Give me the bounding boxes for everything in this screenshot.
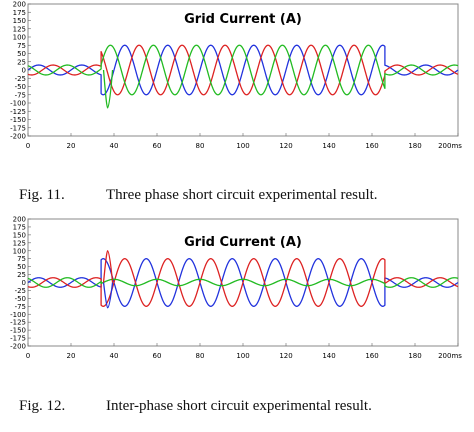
x-tick-label: 140	[322, 352, 335, 360]
y-tick-label: -25	[15, 287, 26, 295]
x-tick-label: 100	[236, 142, 249, 150]
y-tick-label: 50	[17, 263, 26, 271]
y-tick-label: -125	[10, 319, 26, 327]
caption-fig-11: Fig. 11. Three phase short circuit experi…	[4, 170, 378, 221]
transient-spike	[102, 282, 114, 309]
y-tick-label: -175	[10, 335, 26, 343]
y-tick-label: 100	[13, 247, 26, 255]
x-tick-label: 140	[322, 142, 335, 150]
y-tick-label: 75	[17, 255, 26, 263]
figure-12: Grid Current (A) 200 175 150 125 100 75 50 25 0 -2…	[0, 215, 474, 415]
chart-title: Grid Current (A)	[184, 12, 302, 27]
chart-three-phase: Grid Current (A)2001751501251007550250-2…	[10, 1, 462, 151]
x-tick-label: 40	[110, 352, 119, 360]
x-tick-label: 40	[110, 142, 119, 150]
series-line-1	[27, 258, 459, 307]
x-tick-label: 80	[196, 142, 205, 150]
y-tick-label: -25	[15, 75, 26, 83]
series-line-0	[27, 44, 459, 96]
y-tick-label: 75	[17, 42, 26, 50]
y-tick-label: -200	[10, 343, 26, 351]
y-tick-label: 25	[17, 58, 26, 66]
y-tick-label: 50	[17, 50, 26, 58]
y-tick-label: -125	[10, 108, 26, 116]
x-tick-label: 20	[67, 142, 76, 150]
x-tick-label: 160	[365, 142, 378, 150]
transient-spike	[102, 250, 114, 283]
x-tick-label: 160	[365, 352, 378, 360]
y-tick-label: 125	[13, 25, 26, 33]
x-tick-label: 120	[279, 352, 292, 360]
y-tick-label: 150	[13, 17, 26, 25]
chart-title: Grid Current (A)	[184, 235, 302, 250]
x-tick-label: 200ms	[438, 352, 462, 360]
x-tick-label: 200ms	[438, 142, 462, 150]
x-tick-label: 0	[26, 352, 30, 360]
transient-spike	[102, 69, 114, 109]
y-tick-label: 125	[13, 239, 26, 247]
y-tick-label: -75	[15, 303, 26, 311]
y-tick-label: -100	[10, 311, 26, 319]
caption-text: Inter-phase short circuit experimental r…	[106, 398, 372, 414]
y-tick-label: -50	[15, 83, 26, 91]
caption-number: Fig. 11.	[19, 187, 65, 203]
x-tick-label: 100	[236, 352, 249, 360]
x-tick-label: 0	[26, 142, 30, 150]
y-tick-label: -175	[10, 124, 26, 132]
y-tick-label: 0	[22, 279, 26, 287]
y-tick-label: 200	[13, 216, 26, 224]
caption-fig-12: Fig. 12. Inter-phase short circuit experi…	[4, 381, 372, 432]
y-tick-label: -100	[10, 100, 26, 108]
y-tick-label: -200	[10, 133, 26, 141]
y-tick-label: 200	[13, 1, 26, 9]
y-tick-label: 175	[13, 223, 26, 231]
y-tick-label: -75	[15, 91, 26, 99]
y-tick-label: 150	[13, 231, 26, 239]
y-tick-label: 100	[13, 34, 26, 42]
series-line-1	[27, 44, 459, 96]
x-tick-label: 120	[279, 142, 292, 150]
y-tick-label: -150	[10, 116, 26, 124]
x-tick-label: 180	[408, 352, 421, 360]
caption-text: Three phase short circuit experimental r…	[106, 187, 378, 203]
x-tick-label: 180	[408, 142, 421, 150]
x-tick-label: 20	[67, 352, 76, 360]
y-tick-label: -150	[10, 327, 26, 335]
x-tick-label: 60	[153, 142, 162, 150]
chart-inter-phase: Grid Current (A)2001751501251007550250-2…	[10, 216, 462, 361]
y-tick-label: 0	[22, 67, 26, 75]
series-line-2	[27, 44, 459, 96]
y-tick-label: 25	[17, 271, 26, 279]
y-tick-label: -50	[15, 295, 26, 303]
figure-11: Grid Current (A) 200 175 150 125 100 75 50 25 0 -2…	[0, 0, 474, 204]
y-tick-label: 175	[13, 9, 26, 17]
x-tick-label: 60	[153, 352, 162, 360]
series-line-2	[27, 277, 459, 288]
x-tick-label: 80	[196, 352, 205, 360]
